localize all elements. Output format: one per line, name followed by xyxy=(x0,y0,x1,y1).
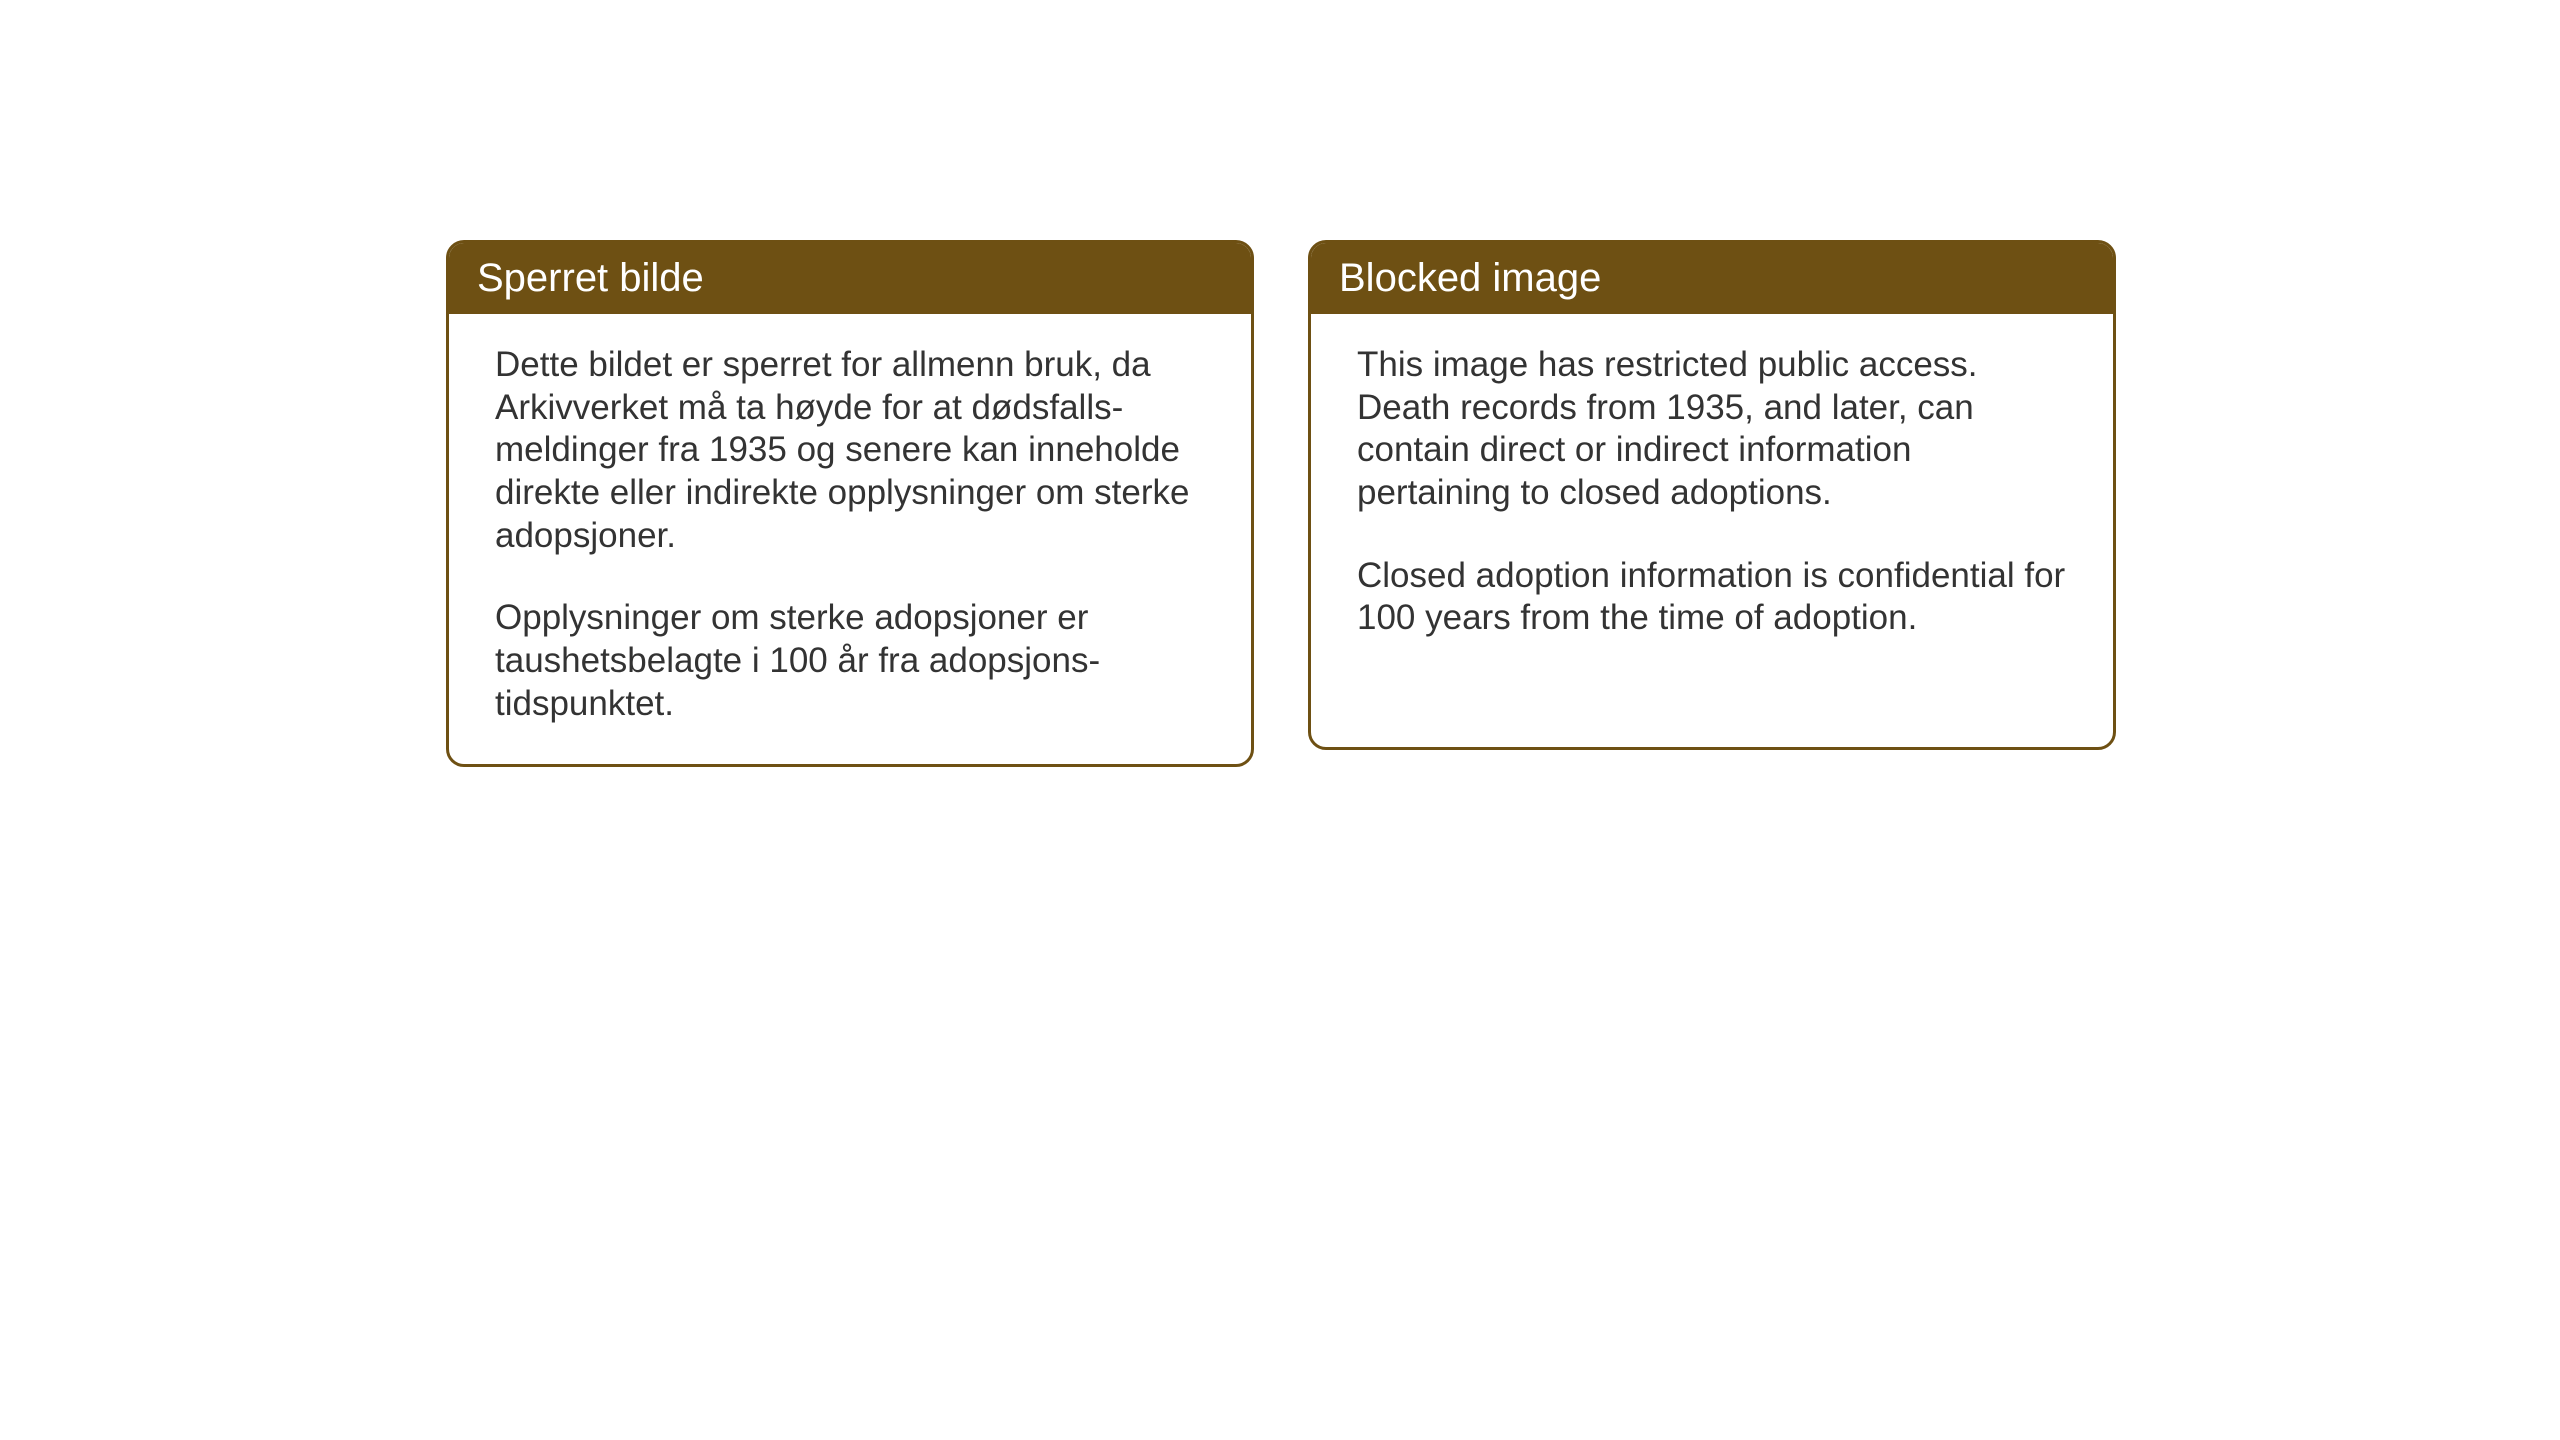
paragraph-2-english: Closed adoption information is confident… xyxy=(1357,555,2067,640)
notice-container: Sperret bilde Dette bildet er sperret fo… xyxy=(0,0,2560,767)
paragraph-2-norwegian: Opplysninger om sterke adopsjoner er tau… xyxy=(495,597,1205,725)
paragraph-1-norwegian: Dette bildet er sperret for allmenn bruk… xyxy=(495,344,1205,557)
paragraph-1-english: This image has restricted public access.… xyxy=(1357,344,2067,515)
notice-card-norwegian: Sperret bilde Dette bildet er sperret fo… xyxy=(446,240,1254,767)
card-title-english: Blocked image xyxy=(1311,243,2113,314)
notice-card-english: Blocked image This image has restricted … xyxy=(1308,240,2116,750)
card-body-english: This image has restricted public access.… xyxy=(1311,314,2113,678)
card-title-norwegian: Sperret bilde xyxy=(449,243,1251,314)
card-body-norwegian: Dette bildet er sperret for allmenn bruk… xyxy=(449,314,1251,764)
